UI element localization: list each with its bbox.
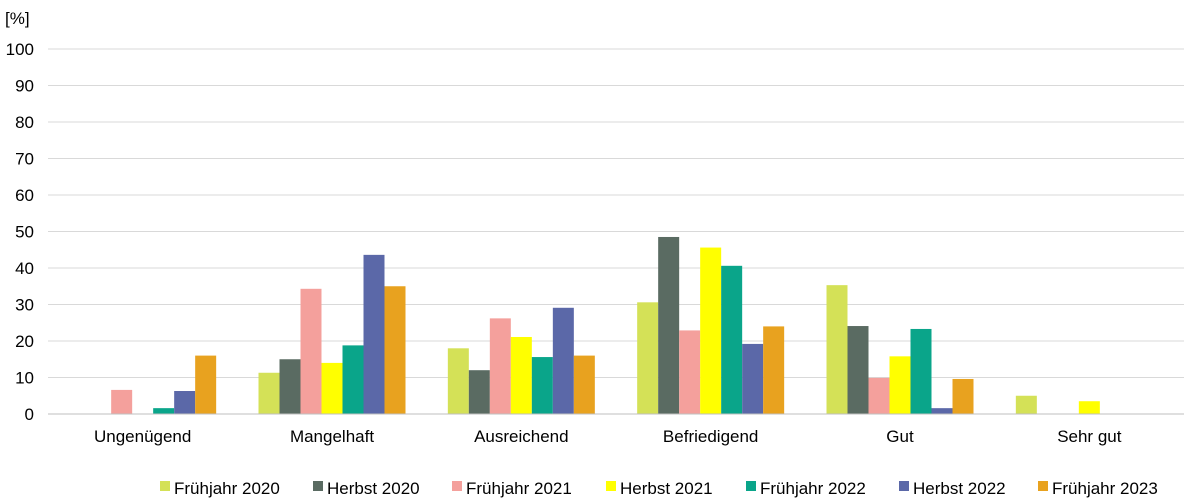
bar (468, 370, 490, 414)
bar (174, 391, 196, 414)
bar (1078, 401, 1100, 414)
bar (447, 348, 469, 414)
y-tick-label: 90 (15, 77, 34, 96)
bar (342, 345, 364, 414)
legend-swatch (606, 481, 616, 491)
y-tick-label: 50 (15, 223, 34, 242)
bars (111, 236, 1100, 414)
y-axis-ticks: 0 10 20 30 40 50 60 70 80 90 100 (6, 40, 34, 424)
bar (931, 408, 953, 414)
bar (679, 330, 701, 414)
bar (763, 326, 785, 414)
bar (1015, 395, 1037, 414)
y-unit-label: [%] (5, 9, 30, 28)
y-tick-label: 10 (15, 369, 34, 388)
bar (300, 288, 322, 414)
bar (489, 318, 511, 414)
bar (258, 372, 280, 414)
legend: Frühjahr 2020 Herbst 2020 Frühjahr 2021 Her… (160, 479, 1158, 498)
bar (510, 336, 532, 414)
y-tick-label: 80 (15, 113, 34, 132)
gridlines (48, 48, 1184, 378)
y-tick-label: 40 (15, 259, 34, 278)
legend-label: Frühjahr 2022 (760, 479, 866, 498)
x-category-label: Sehr gut (1057, 427, 1122, 446)
bar (637, 302, 659, 414)
bar (363, 254, 385, 414)
bar (742, 343, 764, 414)
bar (826, 285, 848, 414)
bar (153, 408, 175, 414)
bar (910, 328, 932, 414)
bar (952, 378, 974, 414)
bar (721, 265, 743, 414)
x-category-label: Ausreichend (474, 427, 569, 446)
y-tick-label: 20 (15, 332, 34, 351)
legend-label: Frühjahr 2020 (174, 479, 280, 498)
legend-label: Herbst 2021 (620, 479, 713, 498)
y-tick-label: 70 (15, 150, 34, 169)
x-category-label: Mangelhaft (290, 427, 374, 446)
bar (700, 247, 722, 414)
legend-swatch (160, 481, 170, 491)
legend-label: Herbst 2022 (913, 479, 1006, 498)
legend-swatch (313, 481, 323, 491)
bar (868, 377, 890, 414)
bar (279, 359, 301, 414)
y-tick-label: 60 (15, 186, 34, 205)
legend-swatch (452, 481, 462, 491)
bar (195, 355, 217, 414)
x-category-label: Ungenügend (94, 427, 191, 446)
x-axis-categories: Ungenügend Mangelhaft Ausreichend Befriedig… (94, 427, 1122, 446)
legend-swatch (1038, 481, 1048, 491)
legend-label: Frühjahr 2023 (1052, 479, 1158, 498)
bar (321, 362, 343, 414)
x-category-label: Befriedigend (663, 427, 758, 446)
bar (111, 389, 133, 414)
legend-label: Herbst 2020 (327, 479, 420, 498)
legend-swatch (899, 481, 909, 491)
bar (658, 236, 680, 414)
bar (384, 286, 406, 414)
y-tick-label: 0 (25, 405, 34, 424)
legend-label: Frühjahr 2021 (466, 479, 572, 498)
x-category-label: Gut (886, 427, 914, 446)
y-tick-label: 30 (15, 296, 34, 315)
bar (847, 326, 869, 414)
bar (889, 356, 911, 414)
y-tick-label: 100 (6, 40, 34, 59)
bar (552, 307, 574, 414)
bar (573, 355, 595, 414)
bar (531, 357, 553, 414)
legend-swatch (746, 481, 756, 491)
